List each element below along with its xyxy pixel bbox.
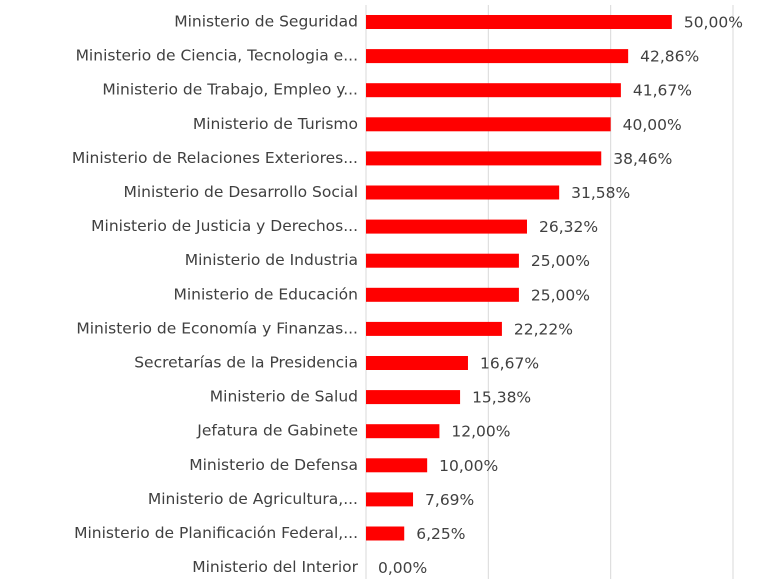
value-label: 38,46% [613,150,672,168]
value-label: 0,00% [378,559,427,577]
bar [366,185,560,200]
bar [366,287,519,302]
category-label: Ministerio de Planificación Federal,... [74,524,358,542]
value-label: 15,38% [472,389,531,407]
category-label: Ministerio de Justicia y Derechos... [91,217,358,235]
value-label: 41,67% [633,82,692,100]
bar [366,15,672,29]
category-label: Secretarías de la Presidencia [134,354,358,372]
bar [366,424,440,439]
bar [366,492,414,507]
bar [366,526,405,541]
category-label: Jefatura de Gabinete [196,422,358,440]
category-label: Ministerio de Turismo [193,115,358,133]
value-label: 12,00% [451,423,510,441]
value-label: 42,86% [640,48,699,66]
category-label: Ministerio de Ciencia, Tecnologia e... [76,47,358,65]
value-label: 25,00% [531,286,590,304]
category-label: Ministerio de Desarrollo Social [123,183,358,201]
value-label: 40,00% [623,116,682,134]
value-label: 25,00% [531,252,590,270]
category-label: Ministerio de Defensa [189,456,358,474]
bar [366,49,629,64]
bar [366,151,602,166]
bar [366,458,428,473]
value-label: 26,32% [539,218,598,236]
category-label: Ministerio del Interior [192,558,358,576]
bar [366,219,527,234]
bar [366,321,502,336]
value-label: 16,67% [480,355,539,373]
bar [366,390,461,405]
category-label: Ministerio de Economía y Finanzas... [76,319,358,337]
value-label: 50,00% [684,14,743,32]
category-label: Ministerio de Industria [185,251,358,269]
category-label: Ministerio de Agricultura,... [148,490,358,508]
value-label: 7,69% [425,491,474,509]
bar [366,83,621,98]
category-label: Ministerio de Relaciones Exteriores... [72,149,358,167]
bar [366,117,611,132]
category-label: Ministerio de Seguridad [174,13,358,31]
category-label: Ministerio de Trabajo, Empleo y... [102,81,358,99]
category-label: Ministerio de Salud [210,388,358,406]
category-label: Ministerio de Educación [173,285,358,303]
value-label: 22,22% [514,320,573,338]
value-label: 6,25% [416,525,465,543]
bar [366,356,468,370]
value-label: 10,00% [439,457,498,475]
value-label: 31,58% [571,184,630,202]
bar [366,253,519,268]
